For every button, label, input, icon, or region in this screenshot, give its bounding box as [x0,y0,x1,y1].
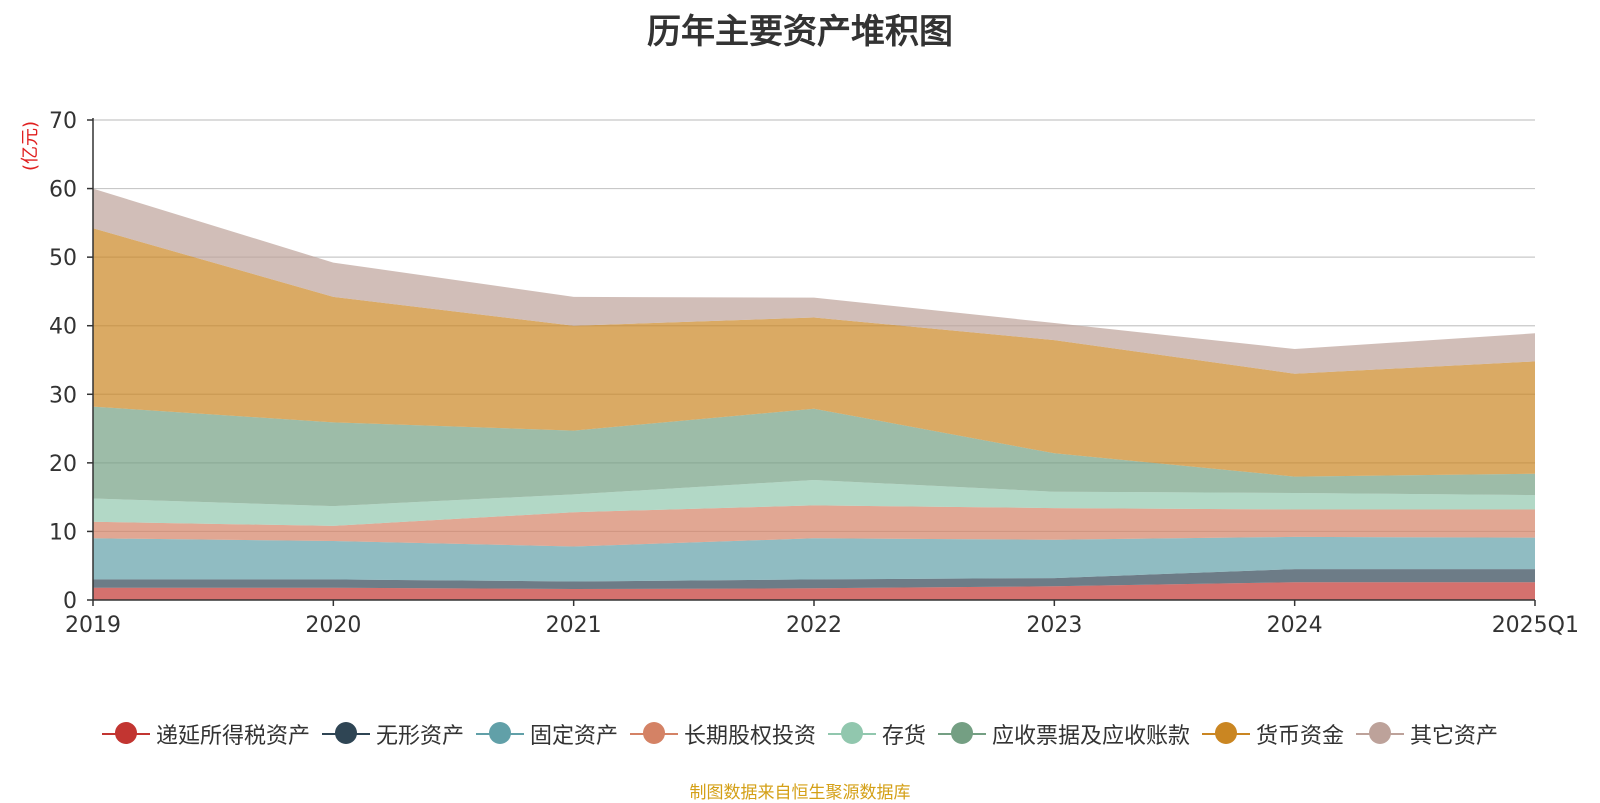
legend-marker-icon [828,721,876,747]
legend-label: 长期股权投资 [683,724,816,749]
y-tick-label: 0 [63,589,77,614]
legend-label: 存货 [882,724,927,749]
chart-title: 历年主要资产堆积图 [647,12,953,52]
x-tick-label: 2019 [65,613,121,638]
legend-marker-dot [488,722,511,744]
legend-marker-icon [938,721,987,747]
x-tick-label: 2020 [305,613,361,638]
area-series-3[interactable] [93,505,1535,547]
x-tick-label: 2025Q1 [1492,613,1579,638]
legend-item[interactable]: 无形资产 [321,718,464,750]
legend-marker-icon [1356,721,1405,747]
area-series-4[interactable] [93,480,1535,526]
y-tick-label: 10 [49,520,77,545]
axis-layer: 0 10 20 30 40 50 60 70 2019 2020 2021 2022 2023 2024 2… [49,109,1579,638]
area-series-7[interactable] [93,188,1535,374]
legend-label: 货币资金 [1256,724,1345,749]
area-series-0[interactable] [93,582,1535,600]
legend-item[interactable]: 固定资产 [475,718,618,750]
y-tick-label: 20 [49,452,77,477]
legend-label: 固定资产 [529,724,618,749]
legend-marker-dot [841,722,863,744]
legend-marker-dot [114,722,137,744]
area-series-1[interactable] [93,569,1535,589]
legend-marker-dot [951,722,974,744]
legend-marker-icon [629,721,678,747]
y-tick-label: 40 [49,315,77,340]
x-tick-label: 2022 [786,613,842,638]
legend-item[interactable]: 长期股权投资 [629,718,816,750]
x-tick-label: 2023 [1026,613,1082,638]
y-tick-label: 30 [49,383,77,408]
legend-label: 应收票据及应收账款 [992,724,1191,749]
area-series-5[interactable] [93,406,1535,507]
area-layer [93,188,1535,600]
legend-item[interactable]: 货币资金 [1202,718,1344,750]
y-tick-label: 70 [49,109,77,134]
legend-marker-dot [1215,722,1238,744]
source-note: 制图数据来自恒生聚源数据库 [689,783,911,803]
y-axis-unit-label: (亿元) [20,121,41,171]
legend-label: 其它资产 [1410,724,1499,749]
legend-label: 无形资产 [375,724,464,749]
area-series-2[interactable] [93,536,1535,582]
x-tick-label: 2024 [1267,613,1323,638]
legend-marker-icon [475,721,524,747]
legend-marker-dot [1369,722,1392,744]
legend-marker-dot [334,722,357,744]
legend-label: 递延所得税资产 [155,724,310,749]
legend-marker-icon [101,721,150,747]
legend-item[interactable]: 存货 [828,718,926,750]
legend-item[interactable]: 递延所得税资产 [101,718,310,750]
y-tick-label: 50 [49,246,77,271]
legend-marker-dot [642,722,665,744]
y-tick-label: 60 [49,178,77,203]
legend-item[interactable]: 其它资产 [1356,718,1498,750]
area-series-6[interactable] [93,228,1535,477]
legend-marker-icon [1202,721,1251,747]
legend: 递延所得税资产 无形资产 固定资产 长期股权投资 存货 应收票据及应收账款 货币资金 其它资产 [0,716,1600,752]
x-tick-label: 2021 [546,613,602,638]
legend-marker-icon [321,721,370,747]
legend-item[interactable]: 应收票据及应收账款 [938,718,1190,750]
